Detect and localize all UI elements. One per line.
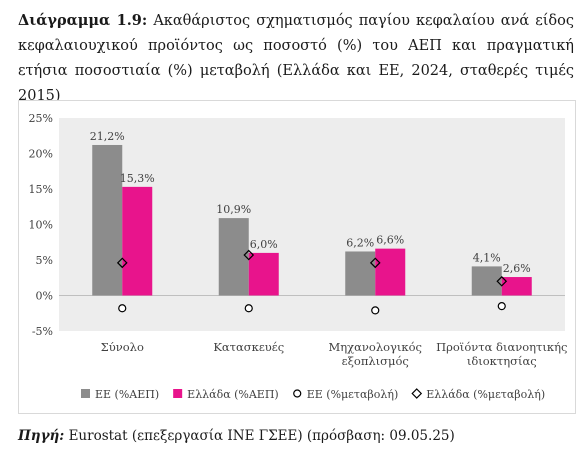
x-tick-label: Σύνολο	[101, 340, 144, 354]
data-label: 10,9%	[216, 203, 251, 216]
legend-label: Ελλάδα (%μεταβολή)	[426, 388, 545, 401]
legend-label: Ελλάδα (%ΑΕΠ)	[187, 388, 279, 401]
data-label: 6,6%	[376, 234, 404, 247]
legend-swatch	[411, 388, 423, 399]
data-label: 15,3%	[120, 172, 155, 185]
legend-label: ΕΕ (%ΑΕΠ)	[95, 388, 159, 401]
chart-svg: -5% 0% 5% 10% 15% 20% 25% 21,2% 15,3% Σύνολο 10,9%…	[29, 112, 568, 401]
y-tick-label: 25%	[29, 112, 53, 125]
legend-label: ΕΕ (%μεταβολή)	[307, 388, 399, 401]
data-label: 6,0%	[250, 238, 278, 251]
figure-number: Διάγραμμα 1.9:	[18, 12, 148, 29]
bar	[122, 186, 153, 296]
marker-point	[244, 304, 253, 313]
marker-point	[243, 249, 255, 261]
legend-swatch	[293, 389, 302, 398]
bar	[471, 266, 502, 296]
bar	[218, 218, 249, 296]
marker-point	[116, 257, 128, 269]
source-note: Πηγή: Eurostat (επεξεργασία ΙΝΕ ΓΣΕΕ) (π…	[18, 428, 455, 444]
marker-point	[496, 275, 508, 287]
data-label: 2,6%	[503, 262, 531, 275]
chart-frame: -5% 0% 5% 10% 15% 20% 25% 21,2% 15,3% Σύνολο 10,9%…	[18, 100, 576, 414]
source-text: Eurostat (επεξεργασία ΙΝΕ ΓΣΕΕ) (πρόσβασ…	[68, 428, 455, 444]
data-label: 4,1%	[473, 251, 501, 264]
data-label: 6,2%	[346, 236, 374, 249]
x-tick-label: Μηχανολογικός	[329, 340, 422, 354]
source-label: Πηγή:	[18, 428, 65, 444]
legend-swatch	[81, 389, 90, 398]
x-tick-label: εξοπλισμός	[342, 354, 409, 368]
bar	[375, 248, 406, 296]
bar	[248, 252, 279, 296]
x-tick-label: Προϊόντα διανοητικής	[436, 340, 567, 354]
marker-point	[118, 304, 127, 313]
legend-swatch	[173, 389, 183, 398]
data-label: 21,2%	[90, 130, 125, 143]
marker-point	[369, 257, 381, 269]
x-tick-label: Κατασκευές	[213, 340, 284, 354]
y-tick-label: -5%	[32, 325, 53, 338]
y-tick-label: 5%	[36, 254, 53, 267]
chart-title: Διάγραμμα 1.9: Ακαθάριστος σχηματισμός π…	[18, 8, 574, 109]
y-tick-label: 10%	[29, 219, 53, 232]
bar	[345, 251, 376, 296]
y-tick-label: 15%	[29, 183, 53, 196]
figure-title-text: Ακαθάριστος σχηματισμός παγίου κεφαλαίου…	[18, 13, 575, 104]
y-tick-label: 20%	[29, 148, 53, 161]
bar	[92, 144, 123, 296]
marker-point	[371, 306, 380, 315]
marker-point	[497, 302, 506, 311]
bar	[501, 277, 532, 296]
x-tick-label: ιδιοκτησίας	[467, 354, 537, 368]
y-tick-label: 0%	[36, 290, 53, 303]
